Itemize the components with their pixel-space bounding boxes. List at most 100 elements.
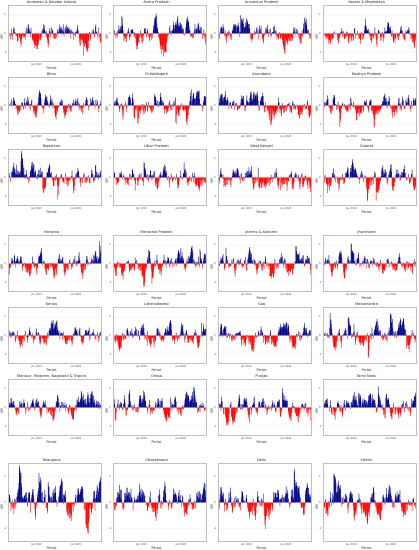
spi-dry-bar — [360, 105, 361, 114]
spi-dry-bar — [408, 263, 409, 268]
spi-wet-bar — [202, 176, 204, 178]
spi-wet-bar — [58, 31, 59, 34]
spi-wet-bar — [154, 171, 155, 178]
spi-wet-bar — [67, 104, 69, 106]
spi-dry-bar — [156, 177, 158, 188]
spi-dry-bar — [260, 177, 262, 188]
spi-wet-bar — [221, 324, 223, 336]
spi-wet-bar — [245, 22, 246, 34]
spi-wet-bar — [75, 100, 77, 106]
spi-wet-bar — [388, 23, 389, 34]
spi-dry-bar — [226, 33, 228, 38]
chart-title: Chhattisgarh — [144, 72, 169, 76]
spi-dry-bar — [164, 105, 165, 114]
spi-dry-bar — [269, 335, 270, 339]
spi-wet-bar — [31, 99, 33, 106]
spi-dry-bar — [380, 177, 381, 180]
spi-dry-bar — [18, 33, 19, 35]
spi-wet-bar — [239, 331, 241, 336]
spi-dry-bar — [253, 177, 255, 189]
spi-wet-bar — [345, 328, 346, 336]
spi-dry-bar — [198, 177, 199, 188]
spi-wet-bar — [248, 251, 250, 264]
spi-dry-bar — [34, 105, 36, 115]
spi-dry-bar — [66, 105, 68, 108]
spi-wet-bar — [70, 176, 72, 178]
spi-dry-bar — [87, 33, 88, 49]
spi-dry-bar — [299, 177, 301, 190]
spi-wet-bar — [404, 165, 405, 178]
spi-dry-bar — [39, 33, 41, 41]
spi-dry-bar — [130, 263, 132, 271]
spi-dry-bar — [235, 335, 237, 339]
spi-wet-bar — [180, 176, 182, 178]
spi-dry-bar — [190, 33, 192, 37]
spi-dry-bar — [84, 335, 86, 337]
spi-wet-bar — [180, 326, 182, 336]
spi-wet-bar — [299, 260, 300, 264]
spi-wet-bar — [307, 99, 308, 106]
spi-dry-bar — [62, 177, 64, 182]
spi-wet-bar — [76, 260, 77, 264]
spi-wet-bar — [148, 175, 150, 178]
spi-wet-bar — [370, 101, 371, 106]
spi-wet-bar — [305, 332, 306, 336]
spi-wet-bar — [386, 102, 387, 106]
spi-dry-bar — [413, 33, 415, 43]
spi-wet-bar — [385, 98, 386, 106]
spi-dry-bar — [162, 33, 164, 50]
spi-dry-bar — [289, 33, 291, 42]
spi-dry-bar — [224, 177, 225, 181]
spi-dry-bar — [171, 105, 173, 111]
spi-dry-bar — [393, 263, 394, 267]
spi-dry-bar — [48, 407, 49, 413]
spi-dry-bar — [344, 105, 346, 108]
spi-dry-bar — [276, 263, 277, 269]
spi-dry-bar — [85, 33, 87, 49]
spi-dry-bar — [174, 335, 175, 344]
spi-dry-bar — [283, 105, 285, 109]
spi-wet-bar — [261, 32, 262, 34]
spi-dry-bar — [150, 33, 151, 35]
spi-dry-bar — [26, 335, 28, 338]
spi-wet-bar — [71, 31, 73, 34]
spi-dry-bar — [177, 177, 179, 189]
spi-dry-bar — [56, 177, 58, 180]
spi-wet-bar — [30, 27, 32, 34]
spi-wet-bar — [249, 28, 251, 34]
spi-dry-bar — [160, 263, 161, 268]
spi-wet-bar — [97, 175, 99, 178]
spi-wet-bar — [174, 100, 176, 106]
spi-wet-bar — [187, 19, 189, 34]
spi-wet-bar — [127, 404, 129, 408]
spi-wet-bar — [341, 32, 343, 34]
spi-dry-bar — [224, 177, 225, 186]
spi-wet-bar — [48, 166, 50, 178]
spi-wet-bar — [247, 101, 248, 106]
spi-dry-bar — [23, 105, 25, 109]
spi-dry-bar — [134, 105, 136, 118]
spi-dry-bar — [366, 177, 368, 191]
spi-wet-bar — [31, 165, 32, 178]
spi-wet-bar — [169, 322, 171, 336]
spi-wet-bar — [38, 169, 39, 178]
spi-wet-bar — [277, 332, 279, 336]
spi-wet-bar — [93, 329, 94, 336]
spi-dry-bar — [244, 335, 246, 345]
chart-panel: Madhya Pradesh SPI 2 0 -2 Jan 2010 Jan 2020 Per… — [315, 72, 418, 142]
y-tick-label: -2 — [109, 123, 112, 126]
spi-wet-bar — [31, 101, 32, 106]
spi-dry-bar — [337, 263, 338, 270]
spi-wet-bar — [38, 334, 40, 336]
spi-dry-bar — [397, 105, 398, 107]
spi-dry-bar — [328, 33, 329, 41]
spi-dry-bar — [59, 177, 61, 179]
spi-dry-bar — [264, 335, 266, 340]
spi-dry-bar — [333, 335, 335, 346]
spi-dry-bar — [199, 177, 201, 187]
spi-wet-bar — [241, 99, 243, 106]
spi-dry-bar — [222, 335, 223, 337]
spi-dry-bar — [90, 33, 91, 39]
spi-dry-bar — [409, 263, 410, 267]
spi-wet-bar — [179, 258, 181, 264]
